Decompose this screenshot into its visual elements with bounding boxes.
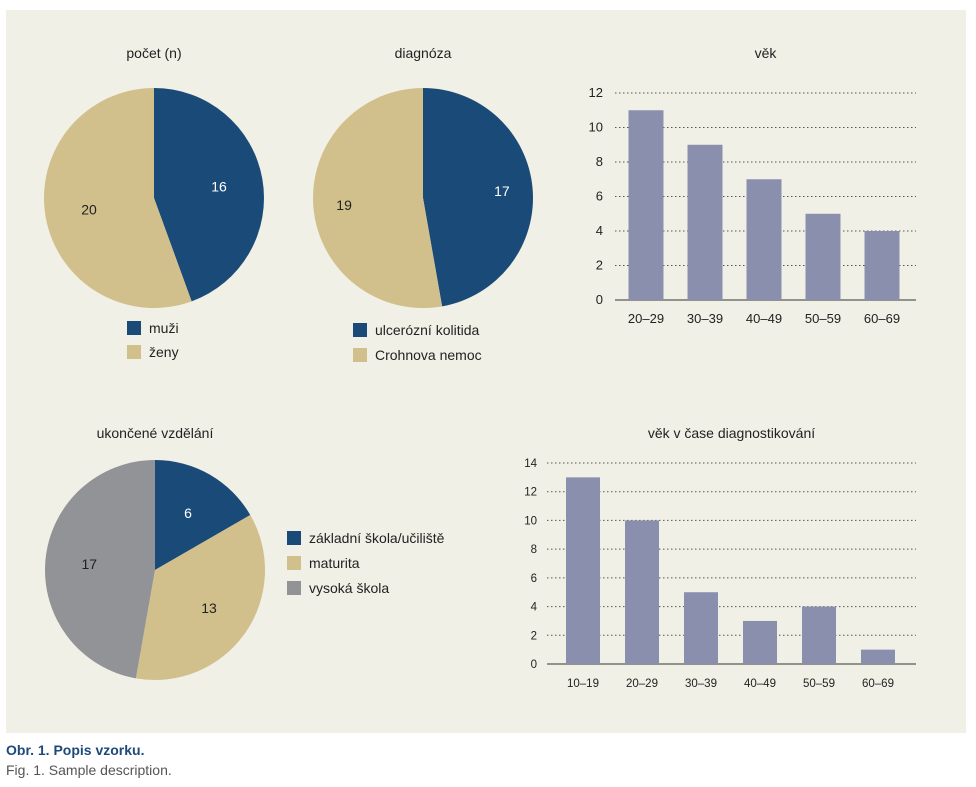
x-tick-label: 40–49 <box>744 678 776 690</box>
figure-charts: počet (n)1620mužiženydiagnóza1719ulceróz… <box>43 45 916 690</box>
x-tick-label: 30–39 <box>685 678 717 690</box>
pie-data-label: 17 <box>81 556 97 572</box>
caption-czech: Obr. 1. Popis vzorku. <box>6 742 145 758</box>
y-tick-label: 12 <box>524 487 537 499</box>
y-tick-label: 12 <box>589 85 603 100</box>
y-tick-label: 4 <box>531 602 538 614</box>
legend-label: muži <box>149 320 179 336</box>
y-tick-label: 2 <box>596 258 603 273</box>
pie-data-label: 13 <box>201 600 217 616</box>
pie-slice <box>155 460 251 570</box>
y-tick-label: 2 <box>531 630 537 642</box>
legend-label: ženy <box>149 344 179 360</box>
pie-slice <box>154 88 264 302</box>
x-tick-label: 60–69 <box>862 678 894 690</box>
chart-title: počet (n) <box>126 45 181 61</box>
pie-slice <box>135 515 265 680</box>
caption-english: Fig. 1. Sample description. <box>6 762 172 778</box>
bar <box>687 144 723 300</box>
bar <box>625 520 659 664</box>
x-tick-label: 60–69 <box>864 311 900 326</box>
bar <box>566 477 600 664</box>
x-tick-label: 50–59 <box>805 311 841 326</box>
y-tick-label: 4 <box>596 223 603 238</box>
chart-title: věk <box>755 45 778 61</box>
bar <box>746 179 782 300</box>
pie-slice <box>423 88 533 307</box>
x-tick-label: 50–59 <box>803 678 835 690</box>
pie-chart-0: počet (n) 16 20 muži ženy <box>43 45 264 360</box>
legend-swatch <box>127 321 141 335</box>
y-tick-label: 10 <box>524 515 537 527</box>
figure-panel: počet (n) 16 20 muži ženy diagnóza 17 19 ulceróz… <box>6 10 966 733</box>
legend-label: Crohnova nemoc <box>375 347 482 363</box>
legend-label: ulcerózní kolitida <box>375 322 479 338</box>
pie-data-label: 6 <box>184 505 192 521</box>
x-tick-label: 40–49 <box>746 311 782 326</box>
y-tick-label: 10 <box>589 120 603 135</box>
pie-slice <box>45 460 155 679</box>
legend-label: maturita <box>309 555 360 571</box>
pie-data-label: 16 <box>211 179 227 195</box>
pie-data-label: 17 <box>494 183 510 199</box>
y-tick-label: 6 <box>596 189 603 204</box>
bar-chart-4: věk v čase diagnostikování 0 2 4 6 8 10 12 14 10–… <box>524 425 916 690</box>
figure-caption: Obr. 1. Popis vzorku. Fig. 1. Sample des… <box>6 741 966 781</box>
bar <box>861 649 895 664</box>
pie-slice <box>43 88 192 308</box>
legend-swatch <box>127 345 141 359</box>
legend-swatch <box>353 323 367 337</box>
bar <box>684 592 718 664</box>
x-tick-label: 30–39 <box>687 311 723 326</box>
legend-label: základní škola/učiliště <box>309 530 445 546</box>
bar <box>628 110 664 300</box>
y-tick-label: 8 <box>531 544 537 556</box>
chart-title: ukončené vzdělání <box>97 425 214 441</box>
bar <box>743 620 777 664</box>
bar <box>802 606 836 664</box>
legend-swatch <box>353 348 367 362</box>
legend-swatch <box>287 531 301 545</box>
bar <box>864 231 900 300</box>
bar-chart-2: věk 0 2 4 6 8 10 12 20–29 30–39 40–49 50–59 60–69 <box>589 45 916 326</box>
y-tick-label: 14 <box>524 458 537 470</box>
legend-label: vysoká škola <box>309 580 389 596</box>
x-tick-label: 20–29 <box>628 311 664 326</box>
y-tick-label: 8 <box>596 154 603 169</box>
y-tick-label: 0 <box>596 292 603 307</box>
y-tick-label: 0 <box>531 659 537 671</box>
x-tick-label: 20–29 <box>626 678 658 690</box>
chart-title: diagnóza <box>395 45 452 61</box>
pie-data-label: 19 <box>336 197 352 213</box>
pie-chart-1: diagnóza 17 19 ulcerózní kolitida Crohnova n… <box>312 45 533 363</box>
chart-title: věk v čase diagnostikování <box>648 425 815 441</box>
bar <box>805 213 841 300</box>
pie-data-label: 20 <box>81 201 97 217</box>
pie-chart-3: ukončené vzdělání 6 13 17 základní škola/uči… <box>45 425 445 680</box>
legend-swatch <box>287 556 301 570</box>
legend-swatch <box>287 581 301 595</box>
x-tick-label: 10–19 <box>567 678 599 690</box>
y-tick-label: 6 <box>531 573 537 585</box>
pie-slice <box>312 88 443 308</box>
